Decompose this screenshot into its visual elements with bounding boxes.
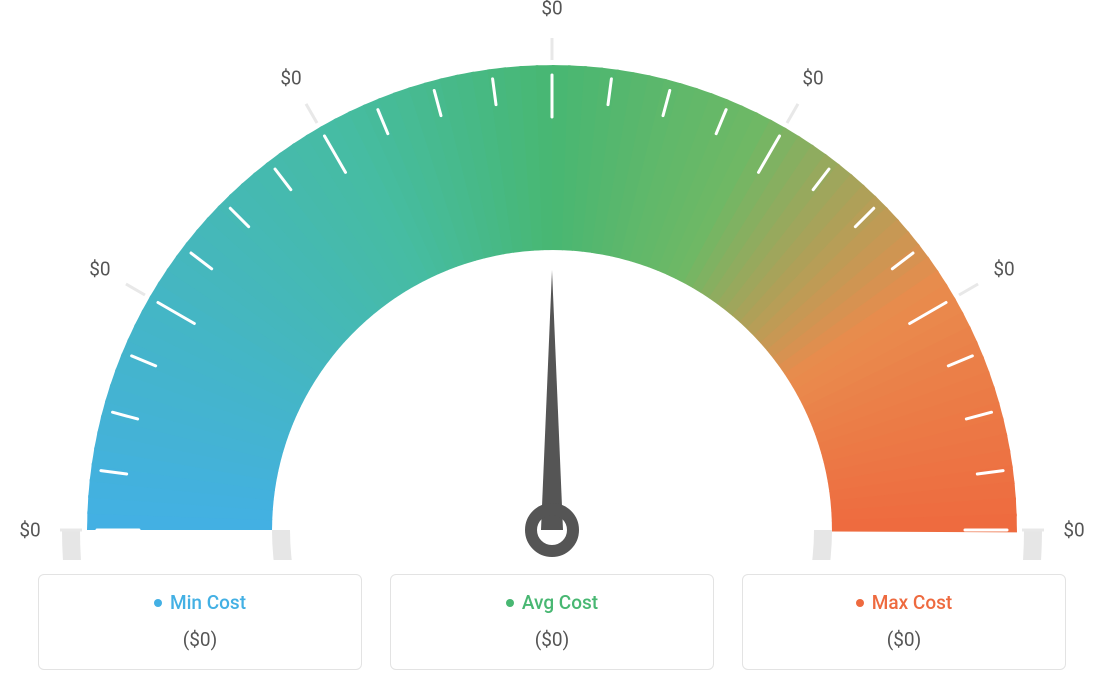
legend-card-avg: Avg Cost ($0) <box>390 574 714 670</box>
gauge-tick-label: $0 <box>280 66 301 89</box>
legend-title-avg: Avg Cost <box>506 591 598 614</box>
legend-value-avg: ($0) <box>401 628 703 651</box>
legend-card-max: Max Cost ($0) <box>742 574 1066 670</box>
legend-label-max: Max Cost <box>872 591 952 614</box>
legend-label-min: Min Cost <box>170 591 246 614</box>
legend-dot-avg <box>506 599 514 607</box>
legend-label-avg: Avg Cost <box>522 591 598 614</box>
gauge-tick-label: $0 <box>89 258 110 281</box>
legend-card-min: Min Cost ($0) <box>38 574 362 670</box>
gauge-svg <box>0 0 1104 560</box>
gauge-tick-label: $0 <box>541 0 562 20</box>
legend-dot-max <box>856 599 864 607</box>
gauge-tick-label: $0 <box>19 519 40 542</box>
legend-row: Min Cost ($0) Avg Cost ($0) Max Cost ($0… <box>0 574 1104 670</box>
gauge-tick-label: $0 <box>993 258 1014 281</box>
legend-title-max: Max Cost <box>856 591 952 614</box>
legend-title-min: Min Cost <box>154 591 246 614</box>
gauge-chart: $0 $0 $0 $0 $0 $0 $0 <box>0 0 1104 560</box>
legend-dot-min <box>154 599 162 607</box>
gauge-tick-label: $0 <box>1063 519 1084 542</box>
legend-value-max: ($0) <box>753 628 1055 651</box>
legend-value-min: ($0) <box>49 628 351 651</box>
gauge-tick-label: $0 <box>802 66 823 89</box>
